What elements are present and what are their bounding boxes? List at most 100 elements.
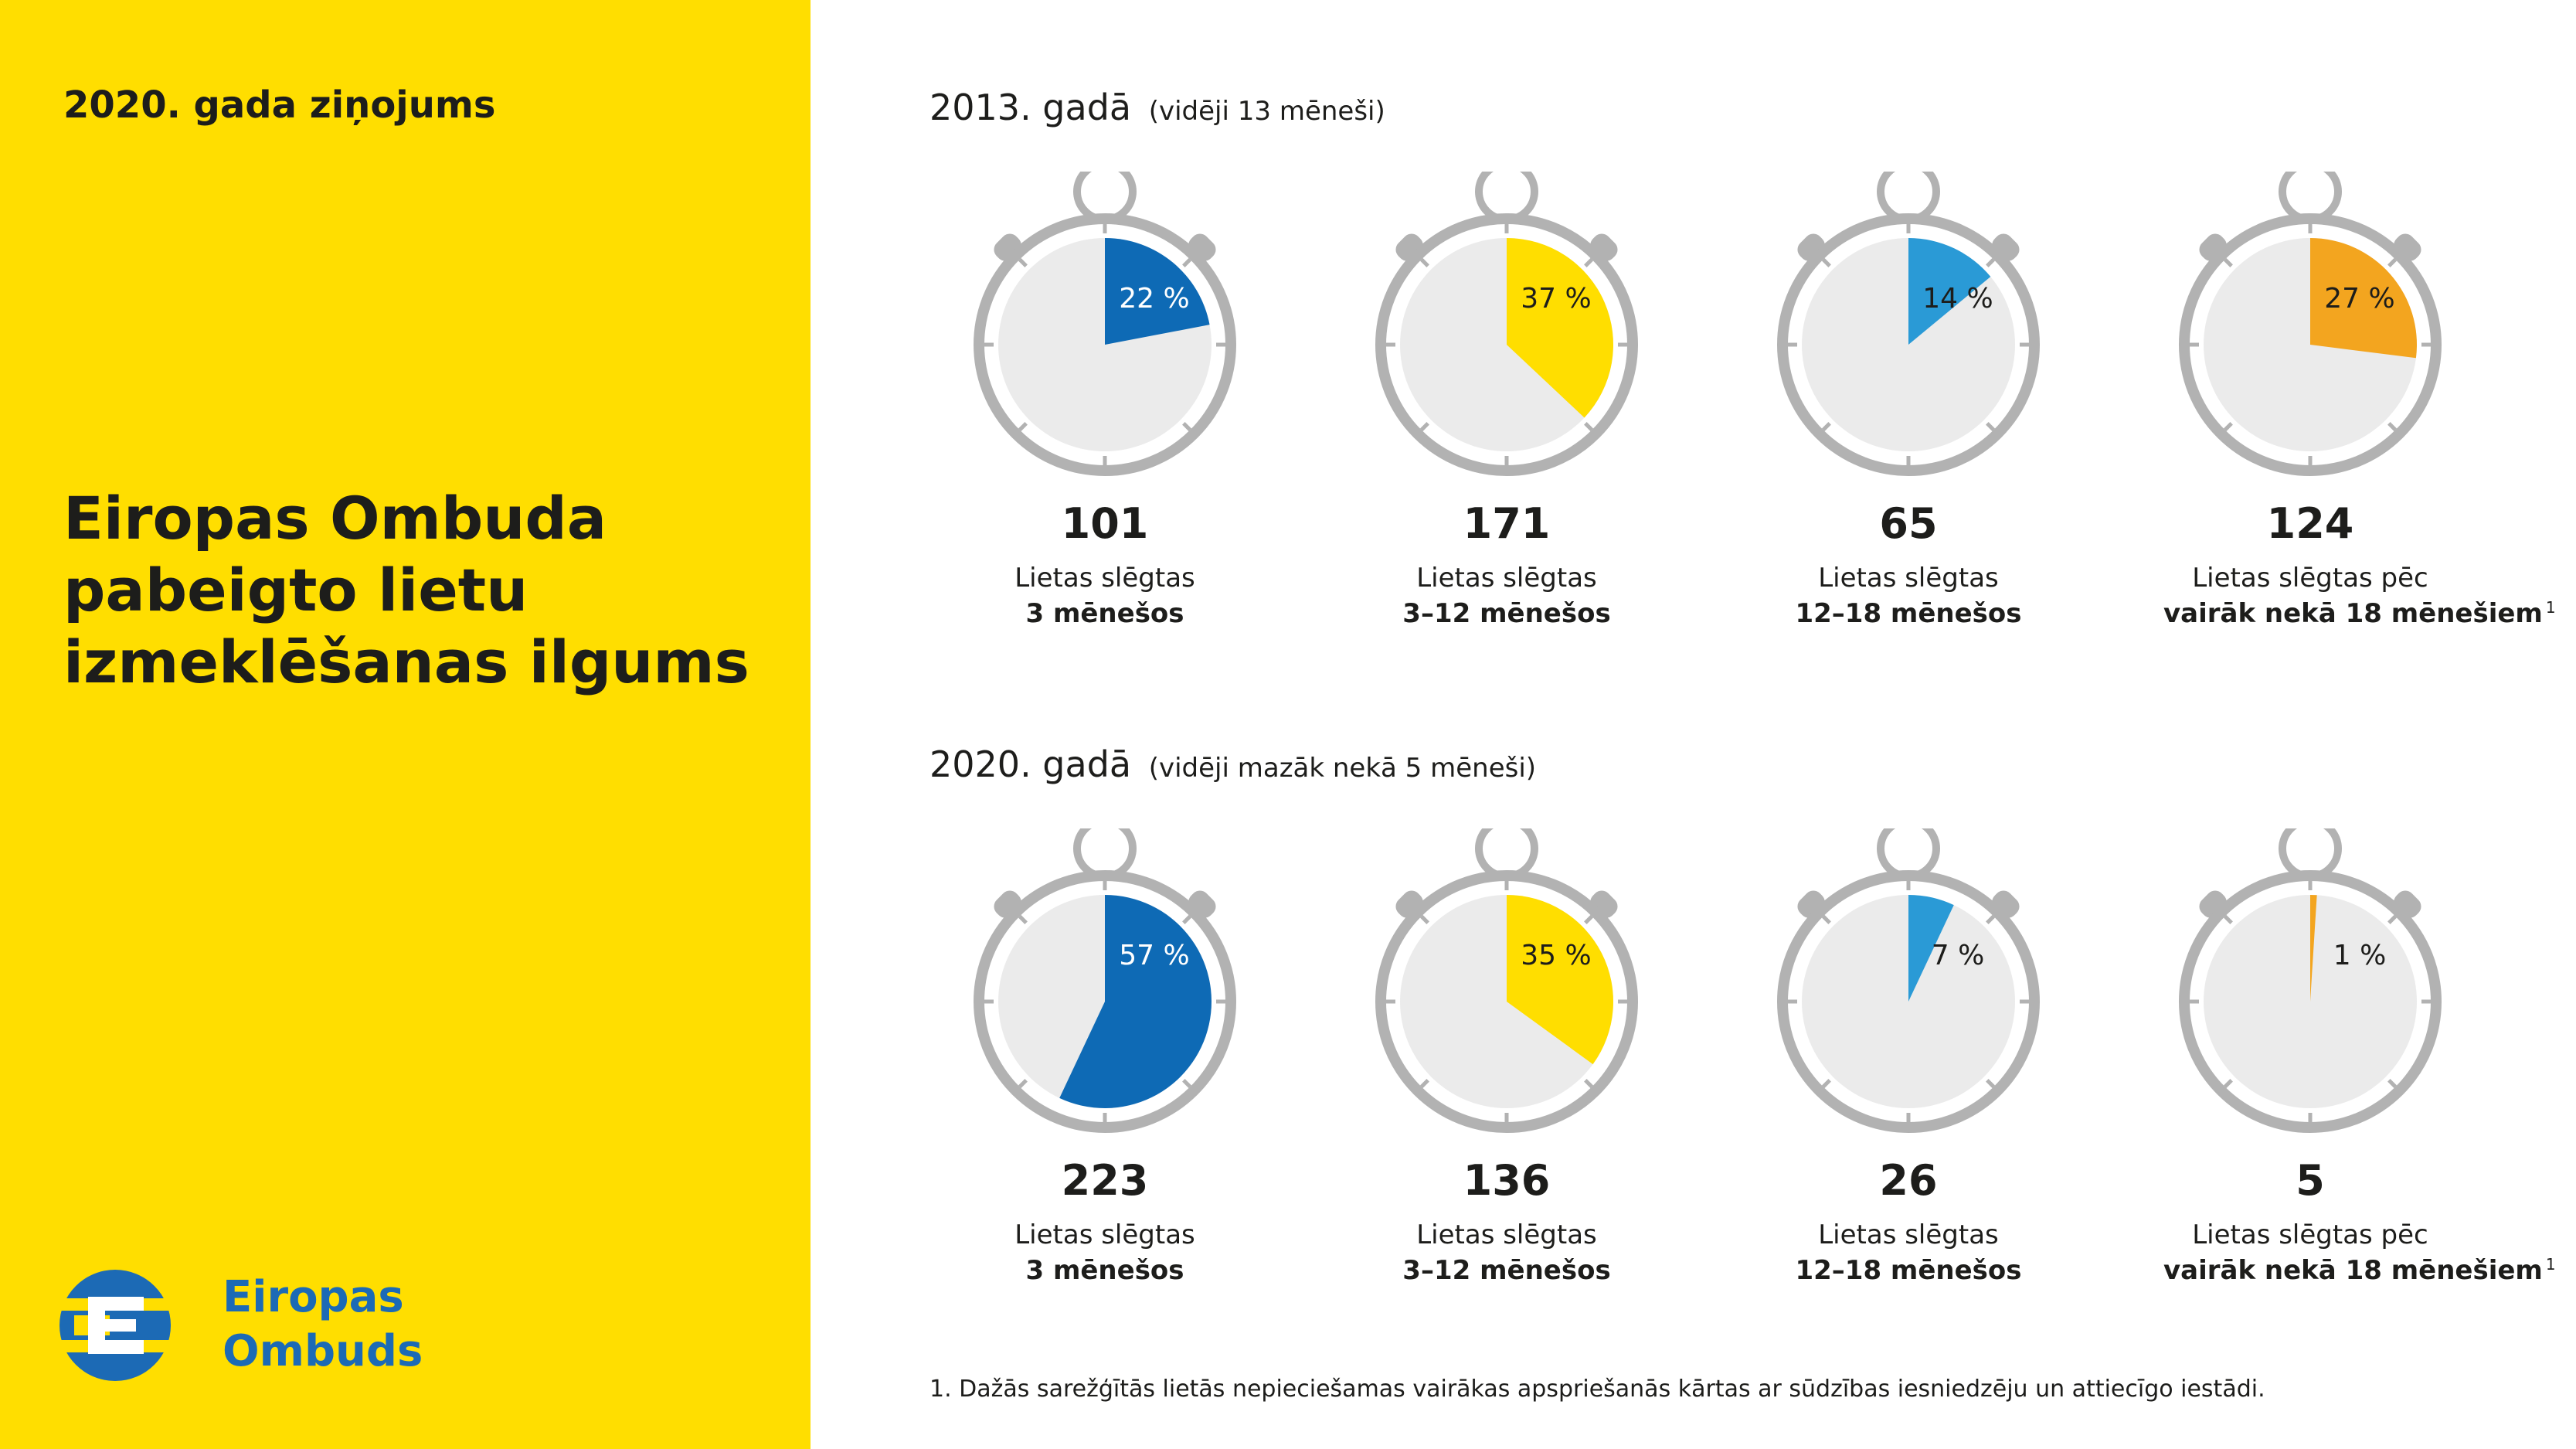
dial-tick xyxy=(2387,1079,2398,1089)
category-label-line-2: 12–18 mēnešos xyxy=(1762,1255,2055,1286)
percent-label: 22 % xyxy=(1119,283,1189,315)
percent-label: 1 % xyxy=(2333,940,2387,971)
dial-tick xyxy=(1182,914,1192,924)
case-count: 101 xyxy=(1061,499,1149,548)
footnote-marker: 1 xyxy=(2545,1255,2556,1274)
dial-tick xyxy=(1584,422,1594,432)
category-label-line-1: Lietas slēgtas pēc xyxy=(2192,563,2428,594)
report-label: 2020. gada ziņojums xyxy=(63,83,496,127)
case-count: 65 xyxy=(1879,499,1938,548)
crown-ring xyxy=(1877,828,1940,880)
title-line-1: Eiropas Ombuda xyxy=(63,484,607,553)
dial-tick xyxy=(1821,1079,1831,1089)
section-title: 2020. gadā xyxy=(929,743,1132,785)
percent-label: 37 % xyxy=(1521,283,1591,315)
dial-tick xyxy=(2223,422,2233,432)
crown-ring xyxy=(1073,828,1137,880)
dial-tick xyxy=(1584,1079,1594,1089)
dial-tick xyxy=(2223,914,2233,924)
category-label-line-1: Lietas slēgtas xyxy=(1818,1219,1999,1250)
dial-tick xyxy=(1018,1079,1028,1089)
dial-tick xyxy=(2223,1079,2233,1089)
sidebar-panel: 2020. gada ziņojums Eiropas Ombuda pabei… xyxy=(0,0,811,1449)
category-label-line-2: 3 mēnešos xyxy=(958,1255,1252,1286)
case-count: 5 xyxy=(2296,1156,2325,1205)
pie-slice xyxy=(1507,238,1614,418)
category-label-line-2: 3–12 mēnešos xyxy=(1360,1255,1653,1286)
crown-ring xyxy=(2279,828,2342,880)
category-label-line-2: 3–12 mēnešos xyxy=(1360,598,1653,629)
case-count: 124 xyxy=(2266,499,2354,548)
section-heading-2013: 2013. gadā (vidēji 13 mēneši) xyxy=(929,87,1385,128)
logo-line-1: Eiropas xyxy=(223,1272,404,1322)
crown-ring xyxy=(2279,172,2342,223)
dial-tick xyxy=(1182,1079,1192,1089)
dial-tick xyxy=(1018,257,1028,267)
dial-tick xyxy=(1821,914,1831,924)
stopwatch-chart: 1 % 5 Lietas slēgtas pēc vairāk nekā 18 mēn… xyxy=(2163,828,2556,1292)
stopwatch-icon: 22 % xyxy=(974,172,1236,476)
category-label-line-1: Lietas slēgtas xyxy=(1014,1219,1195,1250)
category-label-line-2: vairāk nekā 18 mēnešiem 1 xyxy=(2163,1255,2556,1286)
stopwatch-icon: 1 % xyxy=(2179,828,2442,1133)
category-label-line-1: Lietas slēgtas xyxy=(1014,563,1195,594)
dial-tick xyxy=(1584,914,1594,924)
case-count: 26 xyxy=(1879,1156,1938,1205)
pie-slice xyxy=(1105,238,1210,345)
category-label-text: 12–18 mēnešos xyxy=(1795,1255,2022,1286)
crown-ring xyxy=(1877,172,1940,223)
pie-slice xyxy=(1059,895,1212,1108)
pie-slice xyxy=(2310,895,2317,1002)
page-title: Eiropas Ombuda pabeigto lietu izmeklēšan… xyxy=(63,482,759,698)
pie-slice xyxy=(2310,238,2417,359)
category-label-line-2: vairāk nekā 18 mēnešiem 1 xyxy=(2163,598,2556,629)
footnote-marker: 1 xyxy=(2545,598,2556,617)
crown-ring xyxy=(1475,172,1538,223)
stopwatch-chart: 14 % 65 Lietas slēgtas 12–18 mēnešos xyxy=(1762,172,2055,635)
logo-text: Eiropas Ombuds xyxy=(223,1270,423,1379)
percent-label: 35 % xyxy=(1521,940,1591,971)
stopwatch-chart: 7 % 26 Lietas slēgtas 12–18 mēnešos xyxy=(1762,828,2055,1292)
title-line-3: izmeklēšanas ilgums xyxy=(63,628,749,696)
category-label-line-2: 3 mēnešos xyxy=(958,598,1252,629)
dial-tick xyxy=(1986,422,1996,432)
dial-tick xyxy=(1419,1079,1429,1089)
dial-tick xyxy=(2223,257,2233,267)
percent-label: 14 % xyxy=(1922,283,1993,315)
logo-line-2: Ombuds xyxy=(223,1326,423,1376)
footnote: 1. Dažās sarežģītās lietās nepieciešamas… xyxy=(929,1376,2265,1403)
stopwatch-chart: 37 % 171 Lietas slēgtas 3–12 mēnešos xyxy=(1360,172,1653,635)
category-label-text: 3 mēnešos xyxy=(1025,598,1184,629)
section-subtitle: (vidēji mazāk nekā 5 mēneši) xyxy=(1148,753,1537,784)
stopwatch-chart: 27 % 124 Lietas slēgtas pēc vairāk nekā 18 … xyxy=(2163,172,2556,635)
percent-label: 7 % xyxy=(1932,940,1985,971)
dial-tick xyxy=(1986,1079,1996,1089)
category-label-line-1: Lietas slēgtas xyxy=(1416,1219,1597,1250)
stopwatch-icon: 37 % xyxy=(1375,172,1638,476)
ombudsman-logo-icon xyxy=(57,1270,173,1381)
dial-tick xyxy=(1419,914,1429,924)
section-subtitle: (vidēji 13 mēneši) xyxy=(1148,96,1385,127)
stopwatch-icon: 14 % xyxy=(1777,172,2040,476)
case-count: 136 xyxy=(1463,1156,1551,1205)
percent-label: 27 % xyxy=(2324,283,2394,315)
dial-tick xyxy=(1821,422,1831,432)
dial-tick xyxy=(1182,422,1192,432)
dial-tick xyxy=(1986,257,1996,267)
case-count: 171 xyxy=(1463,499,1551,548)
dial-tick xyxy=(1821,257,1831,267)
percent-label: 57 % xyxy=(1119,940,1189,971)
dial-tick xyxy=(2387,422,2398,432)
dial-tick xyxy=(1986,914,1996,924)
pie-slice xyxy=(1908,895,1954,1002)
category-label-line-2: 12–18 mēnešos xyxy=(1762,598,2055,629)
stopwatch-icon: 7 % xyxy=(1777,828,2040,1133)
dial-tick xyxy=(1018,914,1028,924)
dial-tick xyxy=(1419,257,1429,267)
category-label-text: 12–18 mēnešos xyxy=(1795,598,2022,629)
dial-tick xyxy=(1419,422,1429,432)
category-label-line-1: Lietas slēgtas pēc xyxy=(2192,1219,2428,1250)
section-title: 2013. gadā xyxy=(929,87,1132,128)
category-label-text: 3 mēnešos xyxy=(1025,1255,1184,1286)
pie-slice xyxy=(1908,238,1991,345)
